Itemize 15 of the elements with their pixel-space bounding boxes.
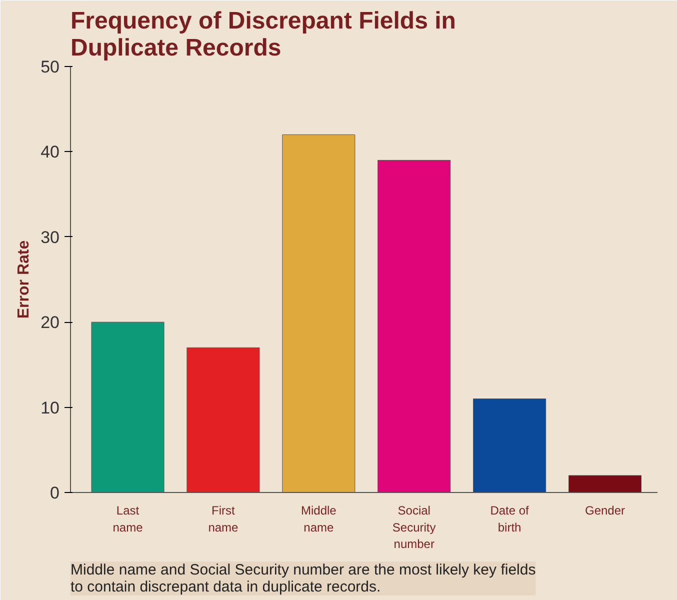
x-tick-label: Date of birth [490, 504, 530, 534]
chart-title: Frequency of Discrepant Fields in Duplicate Records [70, 8, 456, 62]
x-tick-label: Social Security number [392, 504, 436, 552]
y-tick-label: 40 [40, 142, 60, 162]
x-tick-label: Middle name [300, 504, 337, 534]
y-axis-title: Error Rate [16, 240, 33, 319]
text: Middle name and Social Security number are the most likely key fields to contain discrepant data in duplicate records. [70, 562, 536, 596]
x-tick-label: Gender [584, 504, 626, 518]
x-tick-label: Last name [112, 504, 144, 534]
y-tick-label: 30 [40, 228, 60, 247]
y-tick-label: 0 [50, 484, 60, 502]
y-tick-label: 50 [40, 58, 60, 76]
x-tick-label: First name [208, 504, 239, 534]
y-tick-label: 20 [40, 313, 60, 332]
y-tick-label: 10 [40, 398, 60, 418]
